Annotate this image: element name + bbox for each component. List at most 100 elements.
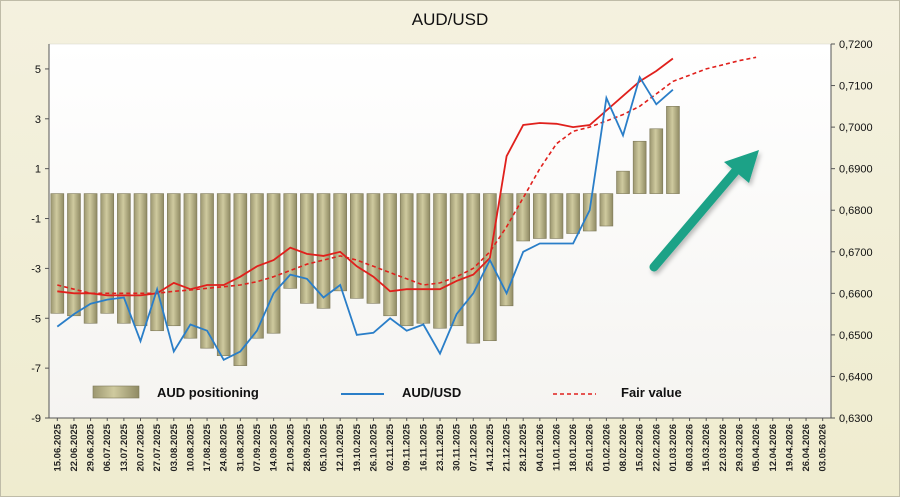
positioning-bar <box>433 193 447 329</box>
legend: AUD positioning AUD/USD Fair value <box>92 385 682 400</box>
positioning-bar <box>449 193 464 327</box>
x-tick-label: 05.10.2025 <box>319 423 330 471</box>
positioning-bar <box>416 193 431 324</box>
x-tick-label: 29.06.2025 <box>86 423 97 471</box>
left-axis: -9 -7 -5 -3 -1 1 3 5 <box>31 44 50 425</box>
positioning-bar <box>566 193 580 234</box>
x-tick-label: 18.01.2026 <box>568 424 579 472</box>
positioning-bar <box>283 193 298 289</box>
right-tick-label: 0,7200 <box>839 39 873 51</box>
x-tick-label: 02.11.2025 <box>385 423 396 471</box>
positioning-bar <box>350 193 364 299</box>
x-tick-label: 01.03.2026 <box>668 424 679 472</box>
x-tick-label: 17.08.2025 <box>202 423 213 471</box>
x-tick-label: 05.04.2026 <box>751 424 762 472</box>
positioning-bar <box>200 193 214 349</box>
positioning-bar <box>666 106 680 194</box>
trend-arrow-icon <box>649 150 759 272</box>
right-tick-label: 0,6800 <box>839 205 873 217</box>
x-tick-label: 16.11.2025 <box>418 423 429 471</box>
right-tick-label: 0,6900 <box>839 164 873 176</box>
left-tick-label: -9 <box>31 413 41 425</box>
positioning-bar <box>599 193 614 227</box>
x-tick-label: 15.02.2026 <box>635 424 646 472</box>
x-tick-label: 03.08.2025 <box>169 423 180 471</box>
x-tick-label: 28.12.2025 <box>518 423 529 471</box>
x-axis: 15.06.2025 22.06.2025 29.06.2025 06.07.2025… <box>49 417 831 472</box>
positioning-bar <box>67 193 81 317</box>
x-tick-label: 07.12.2025 <box>468 423 479 471</box>
right-tick-label: 0,6500 <box>839 330 873 342</box>
positioning-bar <box>133 193 148 327</box>
x-tick-label: 27.07.2025 <box>152 423 163 471</box>
positioning-bar <box>399 193 414 327</box>
x-tick-label: 24.08.2025 <box>219 423 230 471</box>
x-tick-label: 09.11.2025 <box>402 423 413 471</box>
x-tick-label: 22.02.2026 <box>651 424 662 472</box>
x-tick-label: 15.03.2026 <box>701 424 712 472</box>
x-tick-label: 20.07.2025 <box>136 423 147 471</box>
positioning-bar <box>333 193 347 292</box>
positioning-bar <box>632 140 647 194</box>
x-tick-label: 12.10.2025 <box>335 423 346 471</box>
left-tick-label: 3 <box>35 114 41 126</box>
x-tick-label: 31.08.2025 <box>235 423 246 471</box>
audusd-line <box>56 74 674 361</box>
positioning-bar <box>649 128 664 194</box>
legend-bar-swatch <box>92 385 140 399</box>
x-tick-label: 04.01.2026 <box>535 424 546 472</box>
x-tick-label: 29.03.2026 <box>735 424 746 472</box>
x-tick-label: 19.04.2026 <box>784 424 795 472</box>
positioning-bars <box>50 106 680 366</box>
positioning-bar <box>616 170 630 194</box>
x-tick-label: 19.10.2025 <box>352 423 363 471</box>
positioning-bar <box>183 193 198 339</box>
positioning-bar <box>549 193 564 239</box>
x-tick-label: 06.07.2025 <box>102 423 113 471</box>
chart-title: AUD/USD <box>412 10 489 29</box>
right-tick-label: 0,7000 <box>839 122 873 134</box>
x-tick-label: 11.01.2026 <box>552 424 563 471</box>
series-lines <box>56 56 757 361</box>
positioning-bar <box>499 193 514 307</box>
x-tick-label: 08.03.2026 <box>685 424 696 472</box>
x-tick-label: 21.09.2025 <box>285 423 296 471</box>
x-tick-label: 21.12.2025 <box>502 423 513 471</box>
right-tick-label: 0,6600 <box>839 288 873 300</box>
x-tick-label: 13.07.2025 <box>119 423 130 471</box>
x-tick-label: 26.04.2026 <box>801 424 812 472</box>
right-tick-label: 0,6400 <box>839 371 873 383</box>
x-tick-label: 25.01.2026 <box>585 424 596 472</box>
x-tick-label: 22.06.2025 <box>69 423 80 471</box>
left-tick-label: -1 <box>31 214 41 226</box>
left-tick-label: -5 <box>31 313 41 325</box>
x-tick-label: 23.11.2025 <box>435 423 446 471</box>
positioning-bar <box>533 193 547 239</box>
right-tick-label: 0,7100 <box>839 81 873 93</box>
positioning-bar <box>366 193 381 304</box>
positioning-bar <box>83 193 98 324</box>
right-axis: 0,6300 0,6400 0,6500 0,6600 0,6700 0,6800 0,69… <box>830 39 873 425</box>
positioning-bar <box>316 193 331 309</box>
x-tick-label: 01.02.2026 <box>601 424 612 472</box>
legend-label: AUD positioning <box>157 385 259 400</box>
positioning-bar <box>582 193 597 232</box>
x-tick-label: 14.12.2025 <box>485 423 496 471</box>
positioning-bar <box>100 193 115 314</box>
legend-label: AUD/USD <box>402 385 461 400</box>
x-tick-label: 30.11.2025 <box>452 423 463 471</box>
positioning-bar <box>150 193 164 332</box>
x-tick-label: 10.08.2025 <box>185 423 196 471</box>
x-tick-label: 08.02.2026 <box>618 424 629 472</box>
legend-label: Fair value <box>621 385 682 400</box>
positioning-bar <box>216 193 231 356</box>
left-tick-label: -3 <box>31 263 41 275</box>
left-tick-label: 1 <box>35 164 41 176</box>
left-tick-label: 5 <box>35 64 41 76</box>
x-tick-label: 14.09.2025 <box>269 423 280 471</box>
x-tick-label: 07.09.2025 <box>252 423 263 471</box>
positioning-bar <box>383 193 397 317</box>
left-tick-label: -7 <box>31 363 41 375</box>
